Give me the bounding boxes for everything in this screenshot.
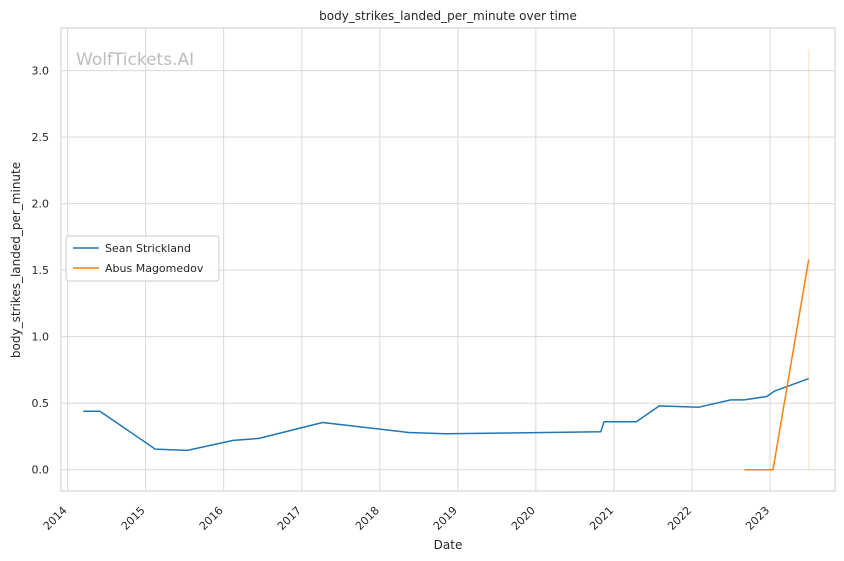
series-line-abus-magomedov [744, 259, 810, 471]
watermark: WolfTickets.AI [76, 50, 194, 70]
y-tick-label: 1.5 [32, 264, 50, 277]
plot-frame [60, 27, 836, 492]
legend-box [65, 235, 220, 282]
legend-label-abus-magomedov: Abus Magomedov [105, 262, 204, 275]
y-tick-label: 2.0 [32, 198, 50, 211]
y-tick-label: 1.0 [32, 331, 50, 344]
y-tick-label: 2.5 [32, 131, 50, 144]
y-axis-label: body_strikes_landed_per_minute [9, 162, 23, 358]
legend: Sean Strickland Abus Magomedov [65, 235, 220, 282]
series-layer [83, 259, 810, 471]
x-axis-label: Date [434, 538, 463, 552]
legend-label-sean-strickland: Sean Strickland [105, 242, 191, 255]
y-tick-label: 0.0 [32, 464, 50, 477]
grid [61, 28, 835, 491]
y-tick-label: 3.0 [32, 65, 50, 78]
y-tick-labels: 0.0 0.5 1.0 1.5 2.0 2.5 3.0 [32, 65, 50, 477]
y-tick-label: 0.5 [32, 397, 50, 410]
series-line-sean-strickland [83, 377, 809, 452]
chart-title: body_strikes_landed_per_minute over time [319, 9, 577, 23]
